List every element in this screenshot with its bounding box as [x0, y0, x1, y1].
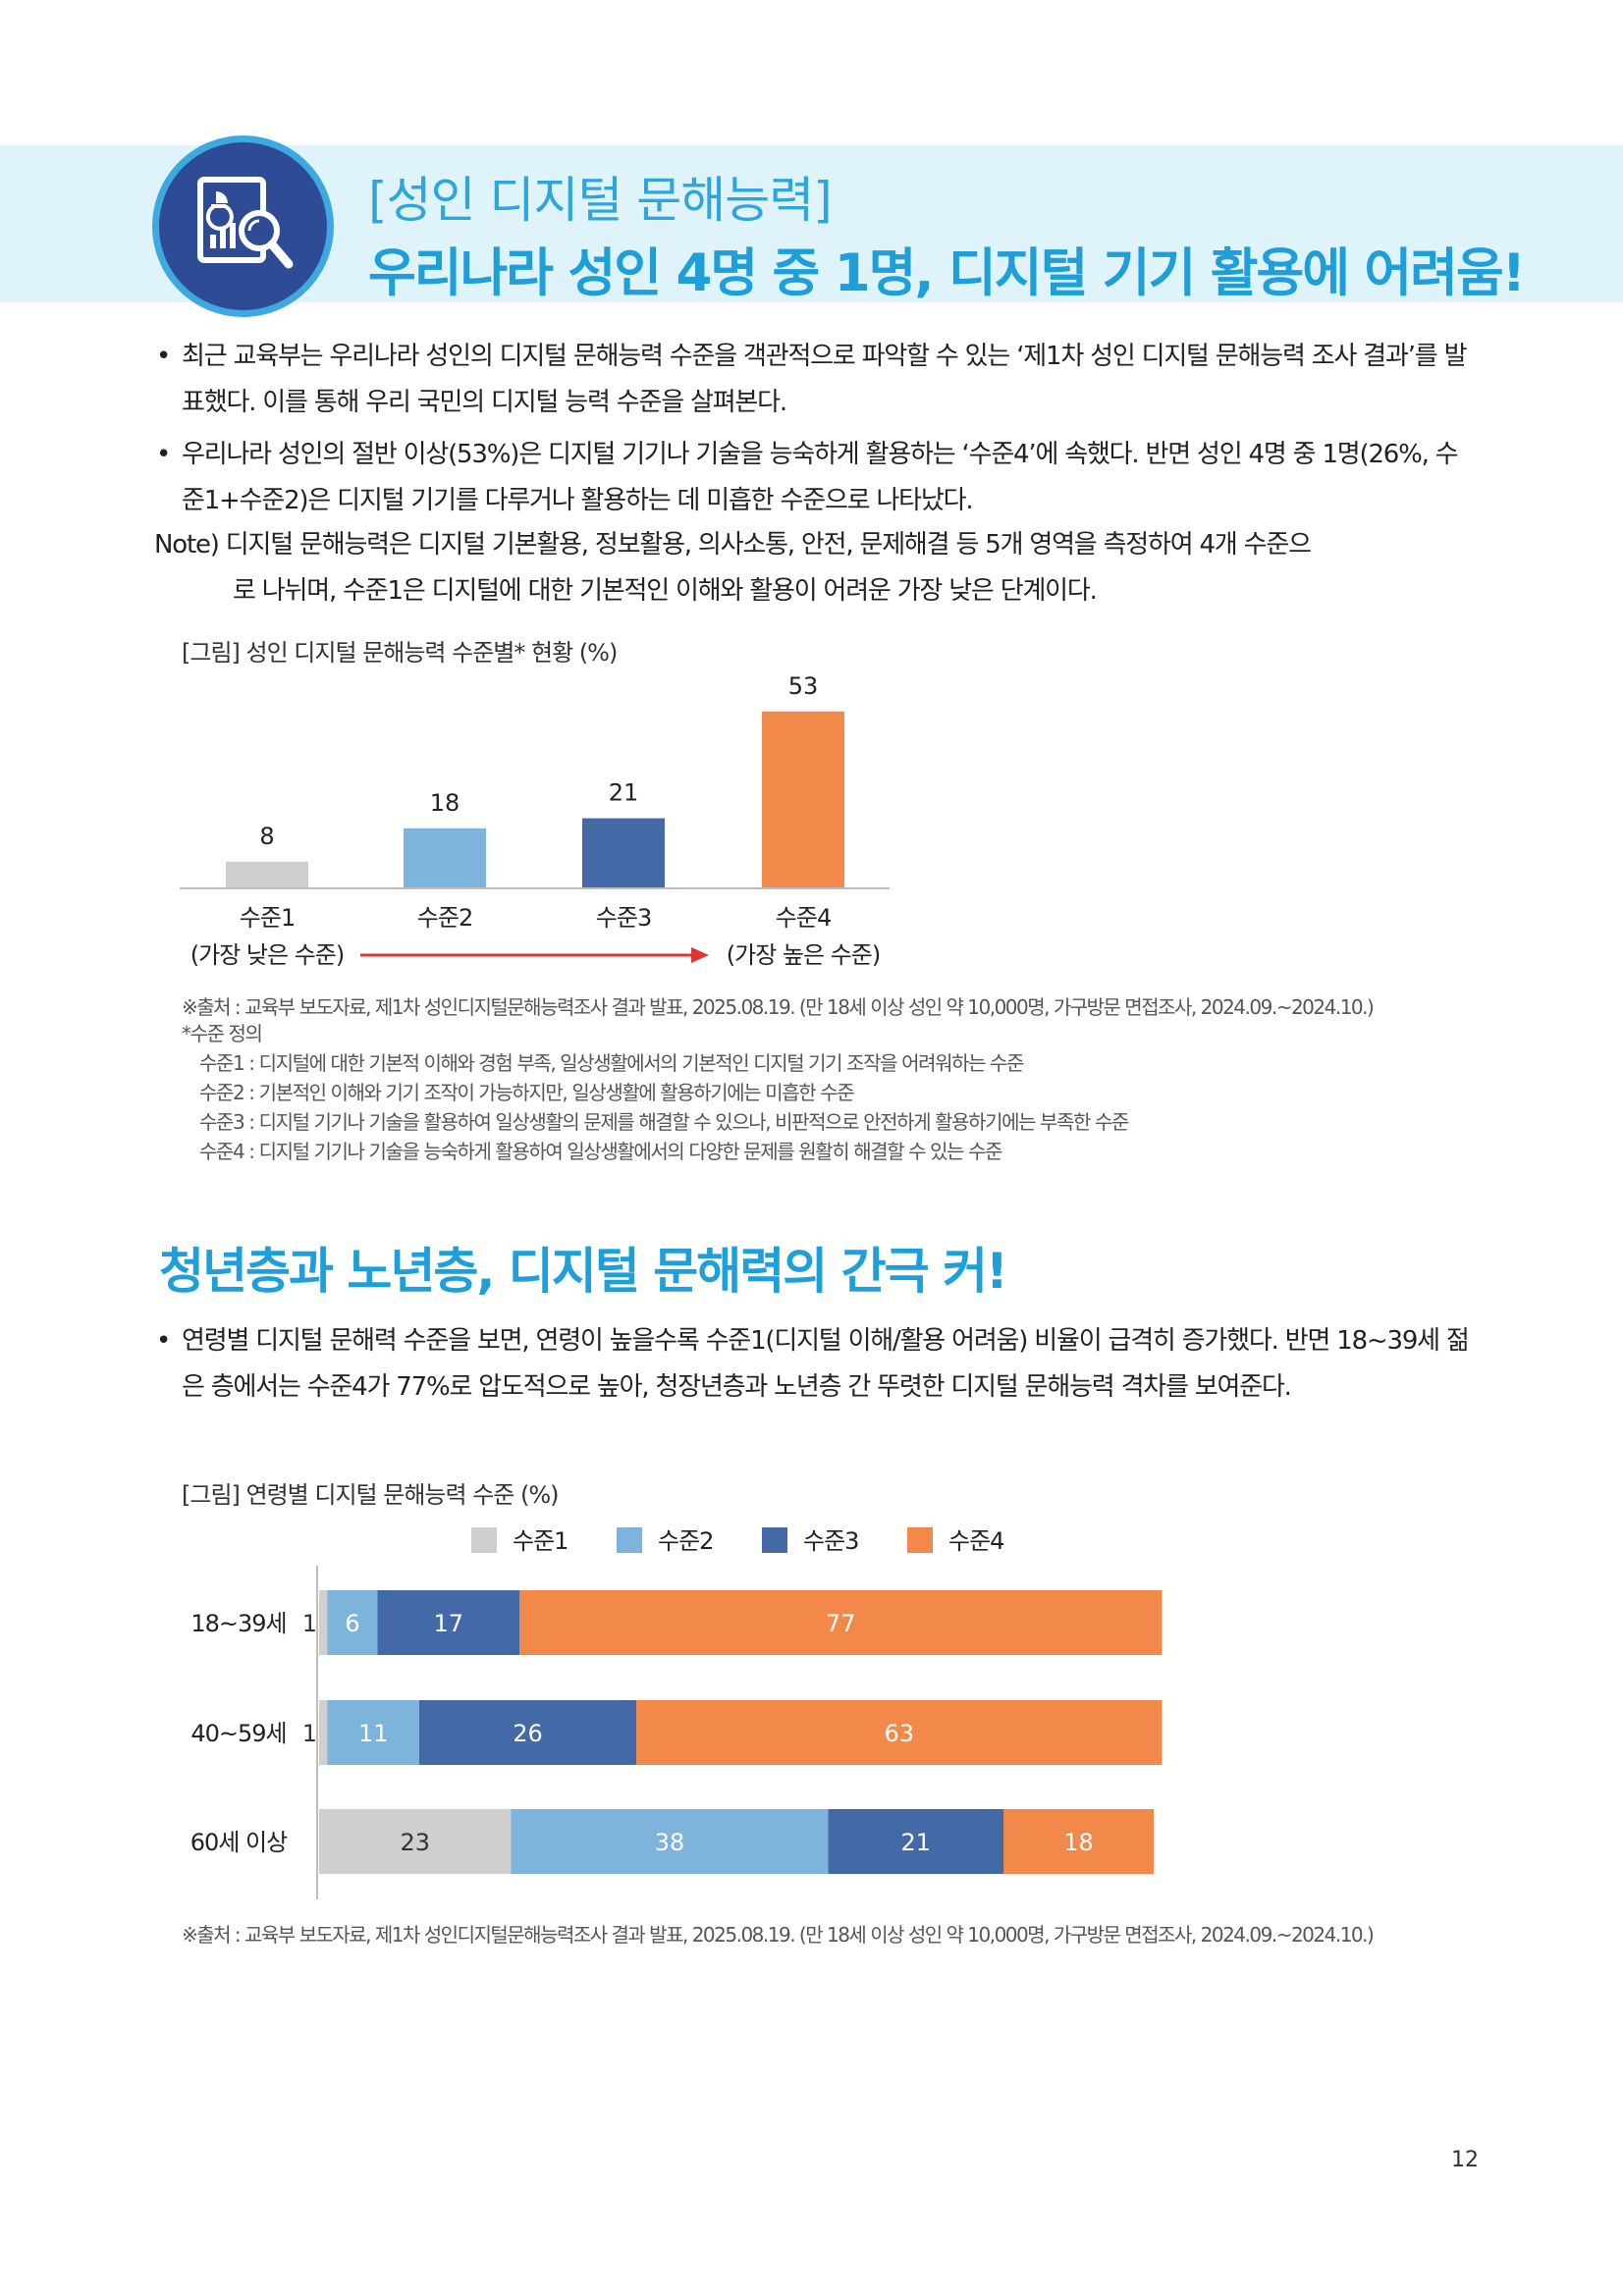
section2-title: 청년층과 노년층, 디지털 문해력의 간극 커!	[159, 1243, 1008, 1300]
chart2-legend-label: 수준3	[803, 1527, 858, 1555]
chart2-value-label: 26	[513, 1720, 543, 1747]
chart2-legend-label: 수준2	[658, 1527, 713, 1555]
chart2-value-label: 17	[433, 1610, 463, 1637]
note-text-continued: 로 나뉘며, 수준1은 디지털에 대한 기본적인 이해와 활용이 어려운 가장 …	[233, 576, 1098, 606]
chart2-segment-level3	[377, 1590, 519, 1655]
chart1-value-label: 18	[430, 789, 460, 817]
chart2-segment-level3	[419, 1700, 636, 1765]
chart2-value-label: 6	[345, 1610, 359, 1637]
definitions-title: *수준 정의	[182, 1022, 263, 1045]
chart1-bar-4	[762, 711, 844, 888]
chart2-value-label: 1	[302, 1720, 317, 1747]
chart2-category-label: 40~59세	[190, 1720, 286, 1747]
intro-bullet-2: 우리나라 성인의 절반 이상(53%)은 디지털 기기나 기술을 능숙하게 활용…	[152, 432, 1473, 524]
chart1-value-label: 8	[259, 823, 274, 850]
chart2-legend-swatch	[617, 1527, 642, 1553]
definition-level2: 수준2 : 기본적인 이해와 기기 조작이 가능하지만, 일상생활에 활용하기에…	[199, 1081, 855, 1104]
note-label: Note)	[154, 530, 220, 560]
intro-bullet-1: 최근 교육부는 우리나라 성인의 디지털 문해능력 수준을 객관적으로 파악할 …	[152, 334, 1473, 426]
chart1-lowest-note: (가장 낮은 수준)	[190, 941, 344, 969]
chart2-segment-level4	[1003, 1809, 1154, 1874]
chart2-legend-label: 수준4	[948, 1527, 1003, 1555]
chart1-value-label: 21	[609, 779, 639, 807]
chart2-segment-level1	[319, 1700, 328, 1765]
chart2-value-label: 77	[826, 1610, 856, 1637]
chart1-highest-note: (가장 높은 수준)	[727, 941, 880, 969]
chart2-value-label: 63	[884, 1720, 914, 1747]
chart2-segment-level4	[636, 1700, 1163, 1765]
chart1-bar-2	[404, 828, 486, 888]
definition-level1: 수준1 : 디지털에 대한 기본적 이해와 경험 부족, 일상생활에서의 기본적…	[199, 1051, 1024, 1075]
page-number: 12	[1451, 2148, 1479, 2172]
chart1-caption: [그림] 성인 디지털 문해능력 수준별* 현황 (%)	[182, 639, 618, 667]
chart2-segment-level1	[319, 1590, 328, 1655]
chart2-category-label: 60세 이상	[190, 1829, 288, 1856]
chart1-category-label: 수준3	[596, 904, 651, 932]
note-text: 디지털 문해능력은 디지털 기본활용, 정보활용, 의사소통, 안전, 문제해결…	[225, 530, 1312, 560]
definition-level4: 수준4 : 디지털 기기나 기술을 능숙하게 활용하여 일상생활에서의 다양한 …	[199, 1140, 1002, 1163]
chart1-level-bar-chart: 8 수준1 18 수준2 21 수준3 53 수준4 (가장 낮은 수준) (가장 높은 수준)	[180, 672, 890, 969]
chart1-category-label: 수준4	[776, 904, 831, 932]
section2-bullets: 연령별 디지털 문해력 수준을 보면, 연령이 높을수록 수준1(디지털 이해/…	[152, 1318, 1473, 1411]
chart2-caption: [그림] 연령별 디지털 문해능력 수준 (%)	[182, 1481, 560, 1509]
note-block: Note) 디지털 문해능력은 디지털 기본활용, 정보활용, 의사소통, 안전…	[154, 522, 1475, 614]
chart1-value-label: 53	[788, 672, 819, 700]
section2-bullet: 연령별 디지털 문해력 수준을 보면, 연령이 높을수록 수준1(디지털 이해/…	[152, 1318, 1473, 1411]
level-definitions: *수준 정의 수준1 : 디지털에 대한 기본적 이해와 경험 부족, 일상생활…	[182, 1019, 1129, 1166]
chart2-source: ※출처 : 교육부 보도자료, 제1차 성인디지털문해능력조사 결과 발표, 2…	[182, 1923, 1375, 1947]
chart2-segment-level2	[327, 1700, 419, 1765]
chart2-value-label: 18	[1063, 1829, 1094, 1856]
chart2-value-label: 1	[302, 1610, 317, 1637]
chart1-category-label: 수준2	[417, 904, 472, 932]
arrow-right-icon	[691, 947, 709, 963]
chart2-segment-level3	[828, 1809, 1003, 1874]
chart1-category-label: 수준1	[240, 904, 295, 932]
chart2-category-label: 18~39세	[190, 1610, 286, 1637]
chart2-legend-label: 수준1	[513, 1527, 568, 1555]
chart2-value-label: 11	[358, 1720, 389, 1747]
chart2-segment-level2	[511, 1809, 829, 1874]
chart2-segment-level4	[519, 1590, 1163, 1655]
chart1-bar-3	[582, 818, 665, 888]
chart2-legend-swatch	[762, 1527, 787, 1553]
intro-bullets: 최근 교육부는 우리나라 성인의 디지털 문해능력 수준을 객관적으로 파악할 …	[152, 334, 1473, 524]
report-magnifier-icon	[152, 135, 334, 317]
page-title-category: [성인 디지털 문해능력]	[368, 172, 833, 229]
chart1-bar-1	[226, 861, 308, 888]
chart1-source: ※출처 : 교육부 보도자료, 제1차 성인디지털문해능력조사 결과 발표, 2…	[182, 995, 1375, 1019]
definition-level3: 수준3 : 디지털 기기나 기술을 활용하여 일상생활의 문제를 해결할 수 있…	[199, 1110, 1129, 1134]
chart2-legend-swatch	[907, 1527, 933, 1553]
chart2-segment-level2	[327, 1590, 378, 1655]
chart2-value-label: 21	[900, 1829, 931, 1856]
chart2-value-label: 23	[400, 1829, 430, 1856]
chart2-segment-level1	[319, 1809, 512, 1874]
chart2-legend-swatch	[471, 1527, 497, 1553]
page-title: 우리나라 성인 4명 중 1명, 디지털 기기 활용에 어려움!	[368, 243, 1526, 303]
chart2-value-label: 38	[655, 1829, 685, 1856]
